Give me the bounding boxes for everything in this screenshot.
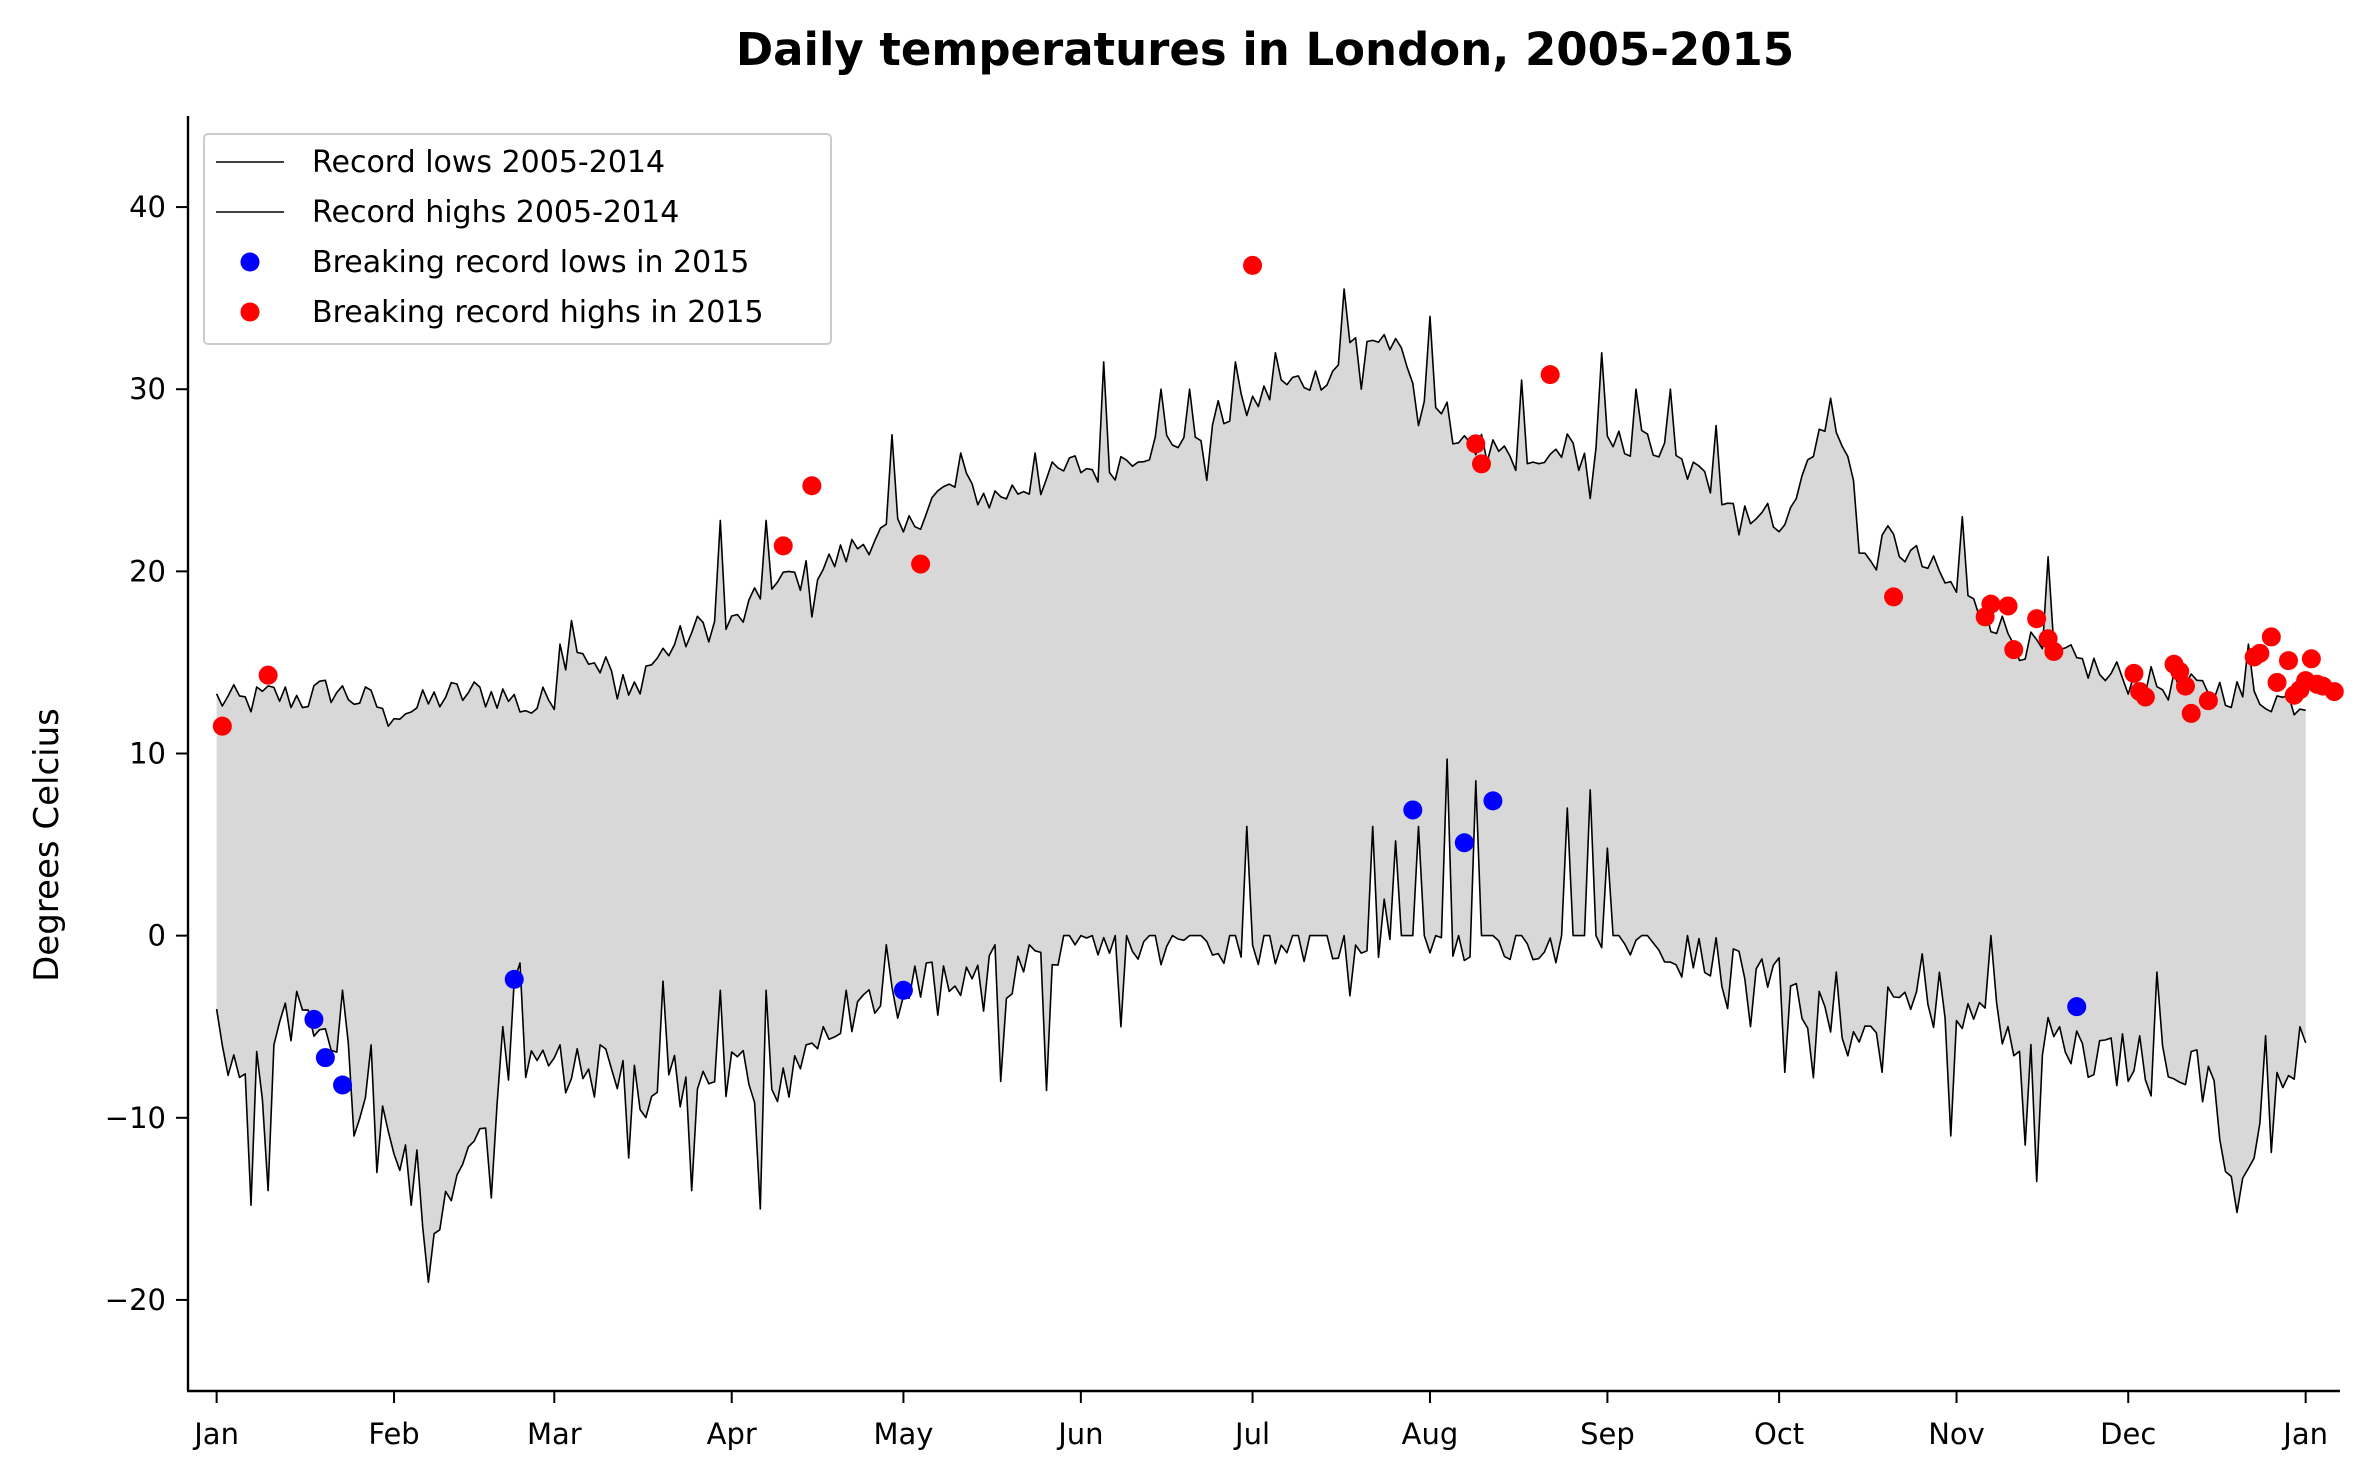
x-tick-label: Nov bbox=[1928, 1417, 1985, 1451]
x-tick-label: Jul bbox=[1233, 1417, 1270, 1451]
x-tick-label: Dec bbox=[2100, 1417, 2156, 1451]
x-tick-label: Apr bbox=[707, 1417, 757, 1451]
x-tick-label: Aug bbox=[1402, 1417, 1459, 1451]
record-range-fill bbox=[216, 289, 2306, 1283]
record-high-2015-point bbox=[1466, 434, 1486, 454]
record-high-2015-point bbox=[2124, 663, 2144, 683]
record-highs-line bbox=[215, 288, 2306, 727]
x-tick-label: Sep bbox=[1580, 1417, 1635, 1451]
y-tick-label: −20 bbox=[105, 1283, 166, 1317]
legend-frame bbox=[203, 133, 832, 345]
x-tick-label: Jan bbox=[2281, 1417, 2328, 1451]
legend-dot-marker bbox=[240, 252, 260, 272]
y-axis-label: Degrees Celcius bbox=[27, 708, 67, 982]
x-tick-label: Oct bbox=[1754, 1417, 1804, 1451]
record-lows-line bbox=[215, 758, 2307, 1284]
y-tick-label: 10 bbox=[129, 737, 166, 771]
y-tick-label: 30 bbox=[129, 372, 166, 406]
record-high-2015-point bbox=[2027, 609, 2047, 629]
x-axis-ticks: Jan Feb Mar Apr May Jun Jul Aug Sep Oct Nov Dec Jan bbox=[192, 1391, 2328, 1451]
y-tick-label: −10 bbox=[105, 1101, 166, 1135]
legend-label: Breaking record highs in 2015 bbox=[312, 295, 764, 330]
legend-label: Record lows 2005-2014 bbox=[312, 145, 665, 180]
legend-label: Record highs 2005-2014 bbox=[312, 195, 679, 230]
record-high-2015-point bbox=[2175, 676, 2195, 696]
record-high-2015-point bbox=[2135, 687, 2155, 707]
record-high-2015-point bbox=[2004, 640, 2024, 660]
y-axis-ticks: −20 −10 0 10 20 30 40 bbox=[105, 190, 188, 1317]
record-high-2015-point bbox=[1471, 454, 1491, 474]
y-tick-label: 0 bbox=[148, 919, 166, 953]
record-high-2015-point bbox=[2198, 691, 2218, 711]
record-high-2015-point bbox=[1998, 596, 2018, 616]
y-tick-label: 20 bbox=[129, 554, 166, 588]
record-high-2015-point bbox=[2044, 642, 2064, 661]
plot-area bbox=[212, 255, 2344, 1284]
record-high-2015-point bbox=[1540, 365, 1560, 385]
record-low-2015-point bbox=[2067, 997, 2087, 1017]
record-high-2015-point bbox=[1981, 594, 2001, 614]
record-low-2015-point bbox=[315, 1048, 335, 1068]
record-high-2015-point bbox=[911, 554, 931, 574]
record-high-2015-point bbox=[2170, 662, 2190, 682]
record-low-2015-point bbox=[1483, 791, 1503, 811]
record-high-2015-point bbox=[2324, 682, 2344, 702]
record-low-2015-point bbox=[333, 1075, 353, 1095]
x-tick-label: Jan bbox=[192, 1417, 239, 1451]
record-high-2015-point bbox=[2261, 627, 2281, 647]
record-low-2015-point bbox=[304, 1009, 324, 1029]
x-tick-label: Mar bbox=[527, 1417, 582, 1451]
record-highs-2015-points bbox=[212, 255, 2344, 736]
record-high-2015-point bbox=[2278, 651, 2298, 671]
record-high-2015-point bbox=[258, 665, 278, 685]
legend-label: Breaking record lows in 2015 bbox=[312, 245, 749, 280]
record-high-2015-point bbox=[2267, 672, 2287, 692]
record-low-2015-point bbox=[1454, 833, 1474, 853]
record-high-2015-point bbox=[773, 536, 793, 556]
record-high-2015-point bbox=[802, 476, 822, 496]
record-high-2015-point bbox=[1884, 587, 1904, 607]
record-high-2015-point bbox=[2181, 703, 2201, 723]
record-high-2015-point bbox=[212, 716, 232, 736]
y-tick-label: 40 bbox=[129, 190, 166, 224]
record-high-2015-point bbox=[2250, 643, 2270, 663]
record-high-2015-point bbox=[2301, 649, 2321, 669]
record-low-2015-point bbox=[1403, 800, 1423, 820]
legend: Record lows 2005-2014 Record highs 2005-2… bbox=[203, 133, 832, 345]
chart-title: Daily temperatures in London, 2005-2015 bbox=[736, 23, 1794, 76]
legend-dot-marker bbox=[240, 302, 260, 322]
x-tick-label: Jun bbox=[1056, 1417, 1103, 1451]
record-high-2015-point bbox=[1243, 255, 1263, 275]
record-low-2015-point bbox=[504, 969, 524, 989]
record-low-2015-point bbox=[893, 980, 913, 1000]
x-tick-label: Feb bbox=[368, 1417, 419, 1451]
x-tick-label: May bbox=[873, 1417, 933, 1451]
record-lows-2015-points bbox=[304, 791, 2087, 1095]
